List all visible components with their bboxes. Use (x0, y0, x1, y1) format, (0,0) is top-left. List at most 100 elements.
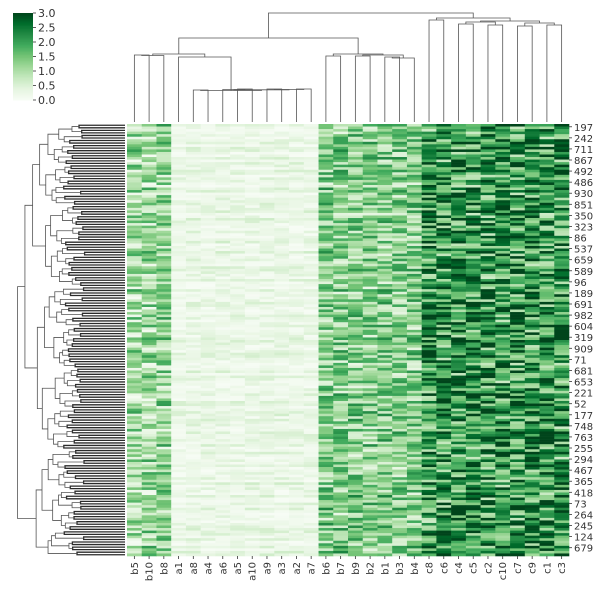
heatmap-cell (333, 248, 349, 252)
heatmap-cell (127, 441, 143, 445)
heatmap-cell (185, 225, 201, 229)
heatmap-cell (495, 281, 511, 285)
heatmap-cell (465, 131, 481, 135)
heatmap-cell (303, 436, 319, 440)
heatmap-cell (554, 467, 570, 470)
heatmap-cell (274, 350, 290, 354)
heatmap-cell (362, 439, 378, 442)
heatmap-cell (436, 253, 452, 257)
heatmap-cell (465, 182, 481, 186)
heatmap-cell (127, 215, 143, 219)
heatmap-cell (156, 472, 172, 475)
heatmap-cell (171, 408, 187, 412)
heatmap-cell (524, 512, 540, 516)
heatmap-cell (421, 223, 437, 226)
heatmap-cell (362, 314, 378, 318)
heatmap-cell (303, 223, 319, 226)
colorbar-segment (13, 72, 33, 75)
heatmap-cell (392, 449, 408, 453)
heatmap-cell (289, 477, 305, 481)
heatmap-cell (495, 423, 511, 427)
heatmap-cell (436, 393, 452, 397)
row-dendrogram-link (79, 332, 125, 337)
row-dendrogram-link (73, 409, 125, 414)
heatmap-cell (318, 268, 334, 272)
heatmap-cell (554, 261, 570, 265)
heatmap-cell (362, 144, 378, 148)
heatmap-cell (539, 131, 555, 135)
heatmap-cell (392, 207, 408, 211)
heatmap-cell (436, 129, 452, 132)
heatmap-cell (539, 444, 555, 448)
heatmap-cell (156, 510, 172, 514)
heatmap-cell (377, 406, 393, 409)
heatmap-cell (333, 296, 349, 300)
heatmap-cell (362, 357, 378, 361)
heatmap-cell (348, 187, 364, 191)
heatmap-cell (200, 345, 216, 348)
heatmap-cell (421, 154, 437, 158)
heatmap-cell (274, 337, 290, 341)
colorbar-segment (13, 86, 33, 89)
heatmap-cell (156, 367, 172, 371)
heatmap-cell (318, 235, 334, 239)
heatmap-cell (244, 398, 260, 402)
heatmap-cell (289, 266, 305, 270)
heatmap-cell (185, 157, 201, 160)
heatmap-cell (185, 184, 201, 188)
row-dendrogram-link (54, 532, 84, 539)
heatmap-cell (539, 416, 555, 420)
heatmap-cell (289, 421, 305, 425)
heatmap-cell (127, 390, 143, 394)
row-dendrogram-link (55, 197, 75, 204)
heatmap-cell (289, 146, 305, 150)
heatmap-cell (510, 309, 526, 313)
heatmap-cell (141, 373, 157, 376)
heatmap-cell (495, 251, 511, 254)
heatmap-cell (244, 192, 260, 196)
heatmap-cell (348, 426, 364, 430)
heatmap-cell (303, 467, 319, 470)
heatmap-cell (171, 484, 187, 488)
heatmap-cell (406, 220, 422, 224)
heatmap-cell (495, 510, 511, 514)
heatmap-cell (539, 197, 555, 201)
heatmap-cell (127, 291, 143, 295)
heatmap-cell (141, 134, 157, 138)
heatmap-cell (348, 357, 364, 361)
heatmap-cell (377, 159, 393, 163)
heatmap-cell (524, 403, 540, 407)
heatmap-cell (274, 507, 290, 511)
heatmap-cell (230, 434, 246, 437)
heatmap-cell (554, 423, 570, 427)
heatmap-cell (510, 416, 526, 420)
heatmap-cell (436, 411, 452, 414)
heatmap-cell (289, 350, 305, 354)
heatmap-cell (171, 273, 187, 277)
heatmap-cell (141, 251, 157, 254)
heatmap-cell (451, 139, 467, 143)
heatmap-cell (406, 146, 422, 150)
heatmap-cell (171, 141, 187, 145)
heatmap-cell (259, 510, 275, 514)
heatmap-cell (274, 141, 290, 145)
heatmap-cell (465, 334, 481, 338)
heatmap-cell (171, 258, 187, 262)
heatmap-cell (141, 258, 157, 262)
heatmap-cell (554, 416, 570, 420)
heatmap-cell (230, 418, 246, 422)
heatmap-cell (274, 469, 290, 473)
heatmap-cell (377, 144, 393, 148)
heatmap-cell (524, 434, 540, 437)
heatmap-cell (539, 350, 555, 354)
heatmap-cell (289, 271, 305, 275)
heatmap-cell (554, 436, 570, 440)
heatmap-cell (539, 238, 555, 242)
heatmap-cell (554, 187, 570, 191)
heatmap-cell (510, 444, 526, 448)
heatmap-cell (230, 167, 246, 171)
heatmap-cell (274, 510, 290, 514)
heatmap-cell (421, 207, 437, 211)
heatmap-cell (539, 370, 555, 374)
heatmap-cell (230, 281, 246, 285)
